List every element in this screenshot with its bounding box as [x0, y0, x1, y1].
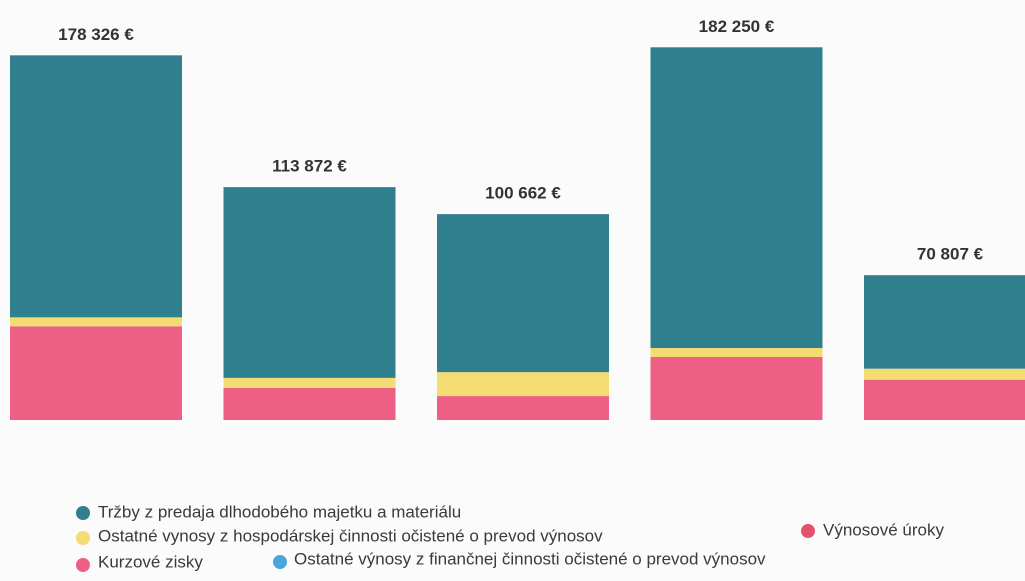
total-label: 178 326 € [58, 25, 134, 44]
legend-swatch [76, 558, 90, 572]
legend-swatch [76, 506, 90, 520]
bar-segment [864, 379, 1025, 420]
bar-segment [223, 387, 396, 420]
legend-label: Výnosové úroky [823, 520, 944, 539]
total-label: 113 872 € [272, 157, 347, 176]
bar-segment [864, 368, 1025, 380]
bar-segment [437, 372, 609, 397]
total-label: 70 807 € [917, 245, 984, 264]
bar-segment [223, 187, 396, 378]
bar-segment [864, 275, 1025, 369]
bar-segment [650, 47, 823, 349]
legend-swatch [801, 524, 815, 538]
legend-label: Ostatné výnosy z finančnej činnosti očis… [294, 549, 766, 568]
bar-segment [650, 357, 823, 420]
legend-label: Tržby z predaja dlhodobého majetku a mat… [98, 502, 461, 521]
total-label: 182 250 € [699, 17, 775, 36]
legend-swatch [76, 531, 90, 545]
bar-segment [437, 396, 609, 420]
bar-segment [650, 348, 823, 358]
bar-segment [223, 377, 396, 388]
total-label: 100 662 € [485, 184, 561, 203]
legend-label: Kurzové zisky [98, 552, 203, 571]
legend-swatch [273, 555, 287, 569]
bar-segment [10, 326, 182, 420]
bar-segment [10, 55, 182, 318]
bar-segment [437, 214, 609, 373]
legend-label: Ostatné vynosy z hospodárskej činnosti o… [98, 526, 603, 545]
bar-segment [10, 317, 182, 327]
